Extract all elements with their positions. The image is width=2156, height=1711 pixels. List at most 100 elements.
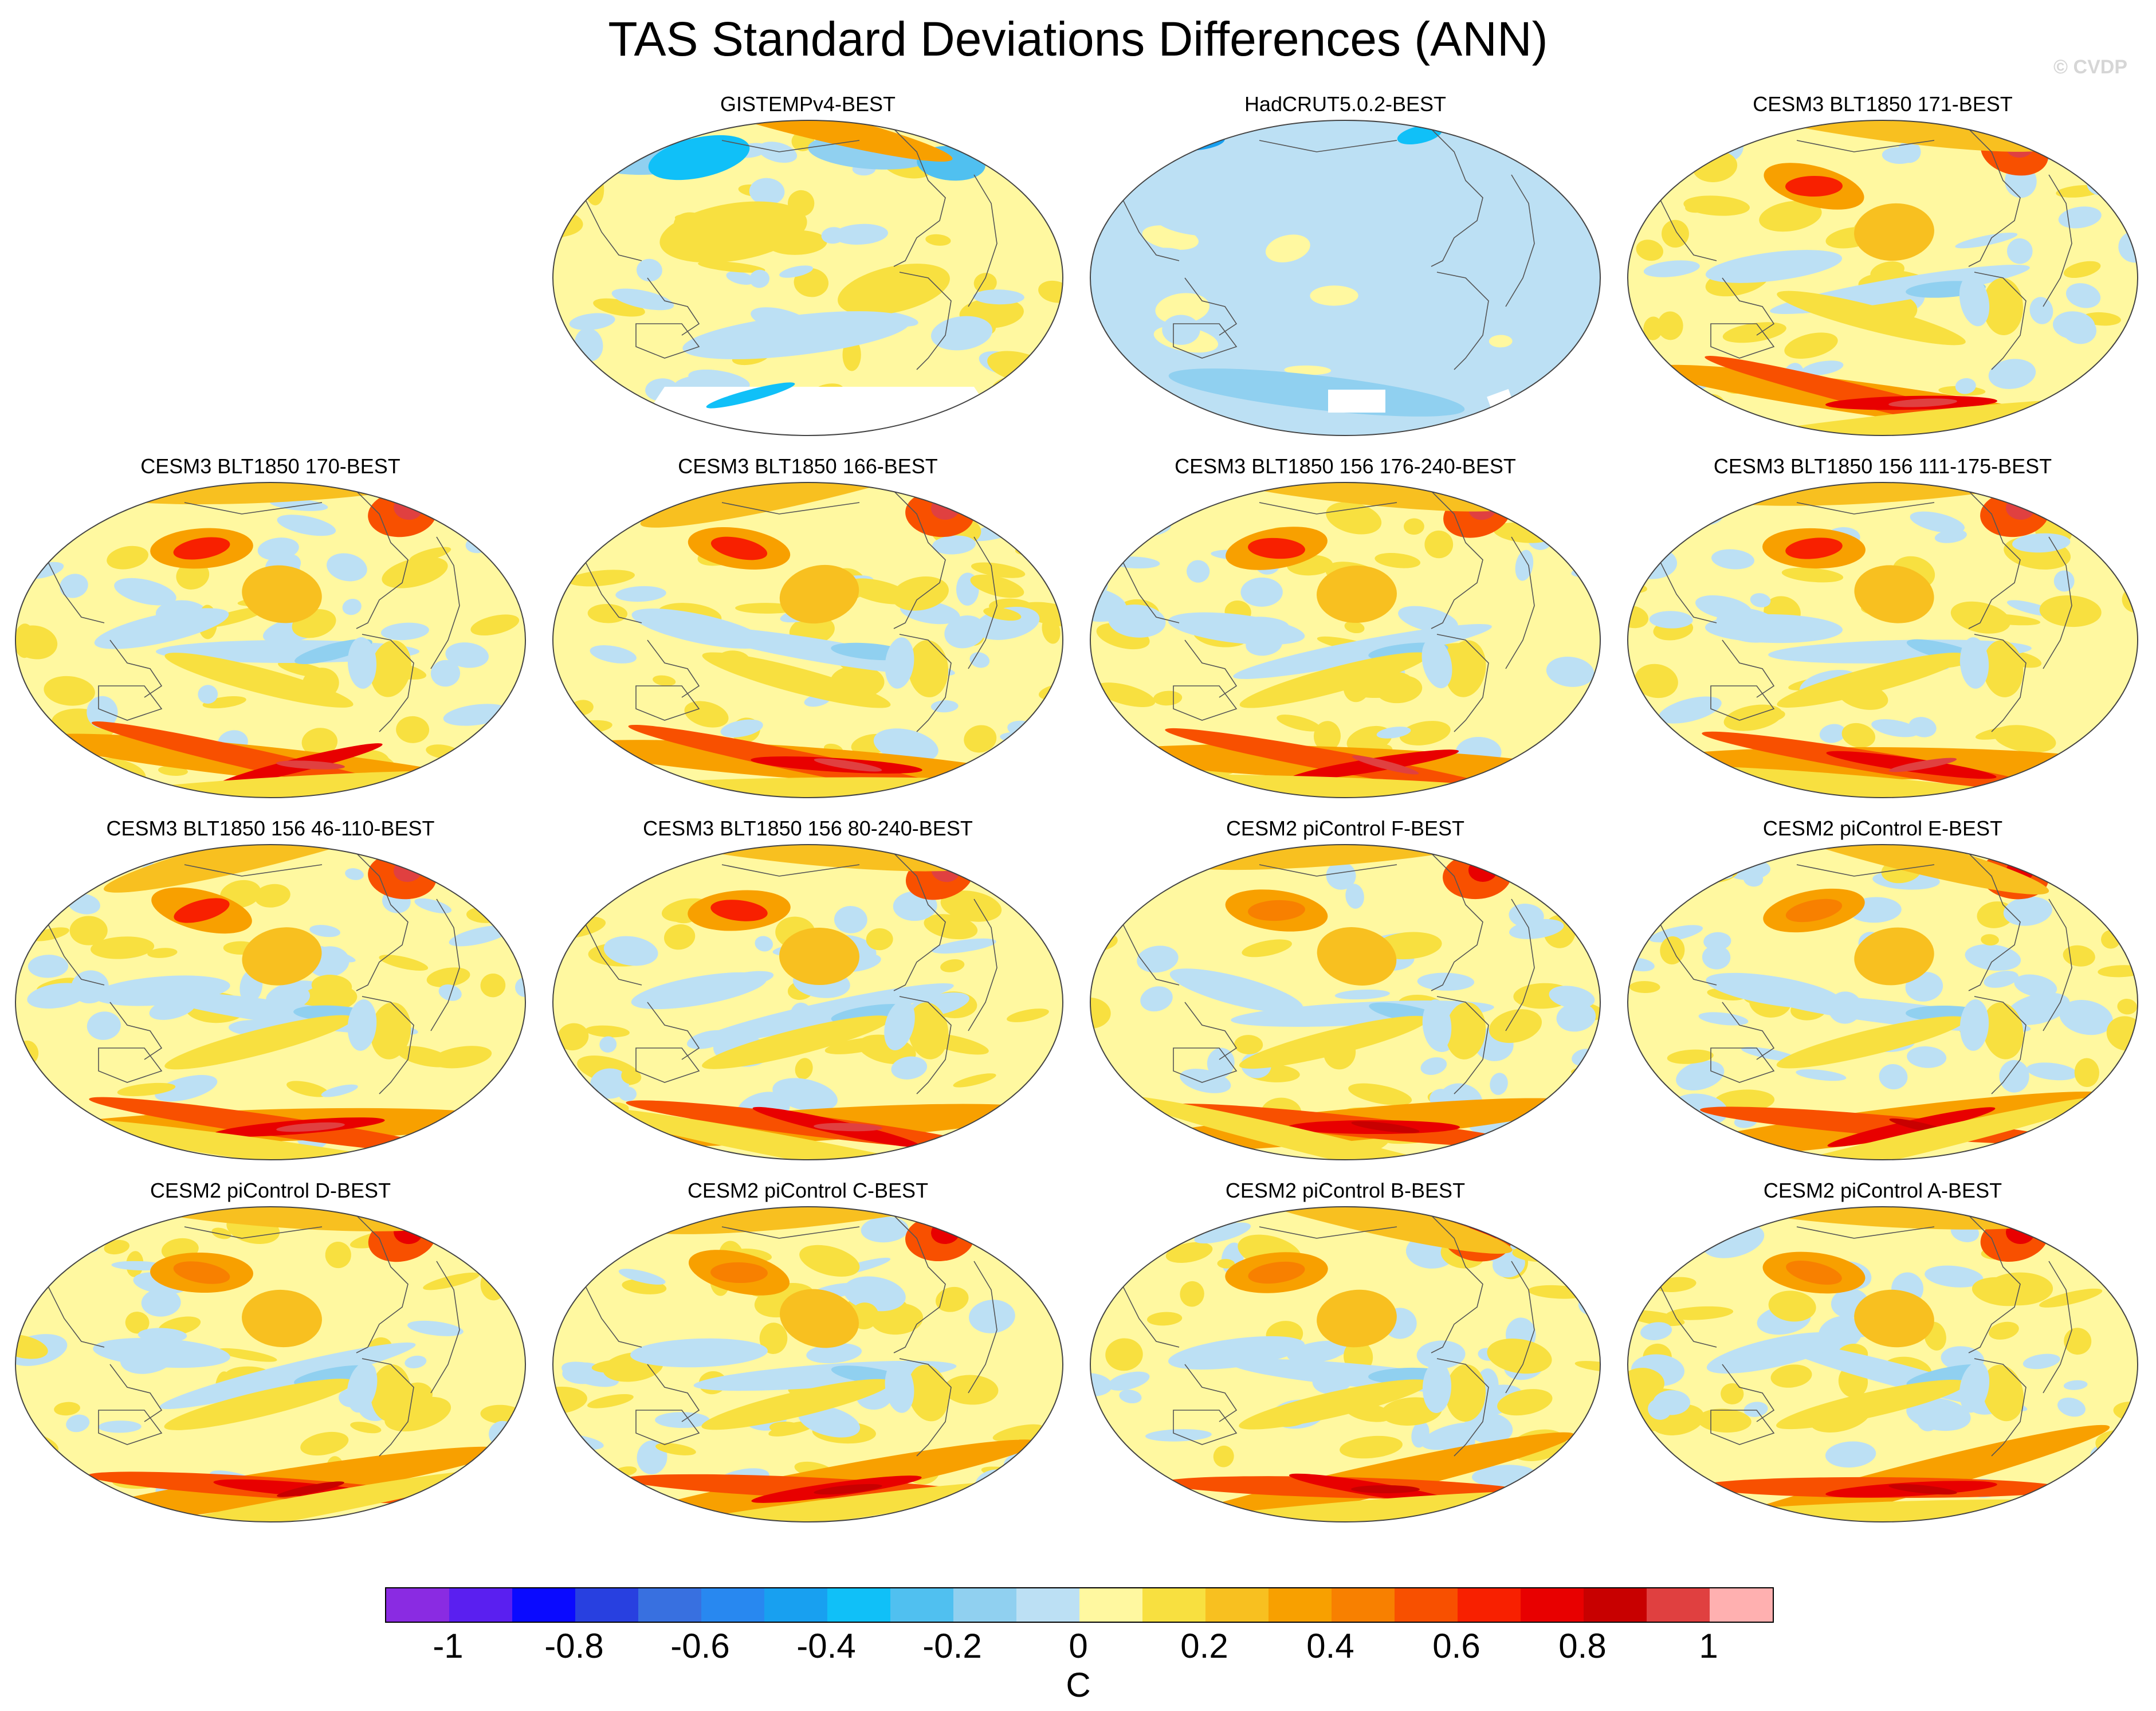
cool-patch — [93, 1337, 230, 1368]
warm-patch — [845, 578, 912, 605]
cool-patch — [1676, 1060, 1725, 1091]
coastline — [968, 1261, 998, 1394]
cool-patch — [1187, 560, 1210, 583]
coastline — [635, 1047, 700, 1083]
warm-patch — [580, 1480, 1035, 1522]
coastline — [1796, 864, 1935, 877]
coastline — [1796, 140, 1935, 152]
panel-title: CESM3 BLT1850 171-BEST — [1753, 92, 2013, 116]
panel-title: CESM3 BLT1850 170-BEST — [140, 454, 400, 478]
cool-patch — [1571, 1437, 1591, 1453]
coastline — [1173, 323, 1238, 359]
cool-patch — [1934, 529, 1967, 543]
coastline — [635, 685, 700, 721]
cool-patch — [706, 382, 795, 409]
warm-patch — [578, 400, 645, 424]
cool-patch — [1546, 657, 1595, 687]
cool-patch — [833, 223, 888, 245]
cool-patch — [834, 906, 867, 933]
colorbar-swatch — [1269, 1588, 1332, 1622]
coastline — [1710, 1047, 1775, 1083]
warm-patch — [2106, 1233, 2138, 1258]
cool-patch — [1031, 1230, 1063, 1254]
coastline — [1968, 490, 2021, 629]
cool-patch — [1194, 1222, 1251, 1243]
coastline — [1173, 685, 1238, 721]
warm-patch — [1403, 518, 1424, 535]
coastline — [1259, 502, 1397, 515]
panel-title: CESM2 piControl B-BEST — [1225, 1179, 1466, 1202]
warm-patch — [350, 1422, 382, 1434]
warm-patch — [1340, 1435, 1403, 1459]
warm-core — [1786, 1261, 1842, 1285]
map-panel: CESM3 BLT1850 156 176-240-BEST — [1082, 454, 1609, 815]
equatorial-band — [1906, 1364, 1985, 1388]
cool-patch — [198, 685, 218, 704]
warm-patch — [1105, 1338, 1143, 1371]
warm-patch — [278, 661, 329, 678]
robinson-map — [552, 844, 1063, 1160]
cool-patch — [615, 586, 666, 602]
coastline — [721, 140, 860, 152]
map-panel: CESM3 BLT1850 156 46-110-BEST — [7, 816, 534, 1177]
colorbar-swatch — [512, 1588, 575, 1622]
coastline — [968, 898, 998, 1031]
warm-patch — [164, 653, 354, 708]
map-border — [15, 1206, 526, 1522]
cool-patch — [1376, 727, 1411, 739]
map-border — [15, 482, 526, 798]
warm-patch — [125, 1312, 150, 1334]
warm-patch — [944, 1375, 999, 1405]
panel-title: CESM2 piControl A-BEST — [1763, 1179, 2002, 1202]
coastline — [356, 853, 409, 991]
warm-patch — [1653, 1126, 1676, 1139]
warm-patch — [1666, 1306, 1734, 1320]
coastline — [647, 277, 700, 336]
warm-patch — [924, 914, 978, 940]
cool-patch — [1871, 719, 1919, 737]
cool-patch — [2114, 139, 2138, 163]
arctic-warm — [1174, 482, 1517, 512]
cool-patch — [1417, 972, 1475, 991]
warm-patch — [1776, 1379, 1966, 1430]
cool-patch — [1796, 1069, 1847, 1081]
warm-patch — [1090, 886, 1113, 919]
warm-patch — [698, 261, 765, 273]
arctic-warm — [1716, 845, 2049, 894]
robinson-map — [1627, 482, 2138, 798]
cool-patch — [1556, 1003, 1596, 1032]
warm-patch — [1981, 934, 1999, 945]
cool-patch — [430, 660, 461, 687]
warm-patch — [908, 640, 949, 697]
warm-patch — [1854, 1289, 1934, 1348]
southern-ocean-core — [277, 1481, 344, 1497]
map-border — [552, 844, 1063, 1160]
colorbar-swatch — [575, 1588, 638, 1622]
cool-patch — [66, 1414, 90, 1433]
warm-patch — [1670, 1222, 1688, 1253]
cool-patch — [1652, 1390, 1690, 1415]
cool-patch — [2016, 905, 2035, 919]
warm-core — [1248, 1261, 1305, 1284]
warm-patch — [579, 777, 1037, 798]
cool-patch — [405, 1355, 427, 1368]
cool-patch — [1925, 1265, 1984, 1288]
cool-patch — [155, 1075, 218, 1102]
coastline — [2043, 174, 2072, 307]
missing-data-region — [1328, 390, 1385, 413]
colorbar — [385, 1587, 1774, 1623]
panel-title: CESM3 BLT1850 156 80-240-BEST — [643, 817, 973, 840]
cool-patch — [1649, 925, 1703, 943]
cool-patch — [327, 553, 367, 582]
coastline — [968, 536, 998, 669]
cool-patch — [60, 574, 88, 598]
coastline — [893, 1215, 946, 1353]
warm-patch — [1487, 1339, 1552, 1374]
coastline — [1436, 634, 1489, 732]
cool-patch — [2107, 1118, 2138, 1148]
warm-patch — [1579, 1065, 1599, 1089]
map-panel: CESM3 BLT1850 166-BEST — [544, 454, 1071, 815]
missing-data-region — [653, 387, 985, 435]
map-panel: CESM2 piControl B-BEST — [1082, 1178, 1609, 1539]
colorbar-swatch — [1395, 1588, 1458, 1622]
